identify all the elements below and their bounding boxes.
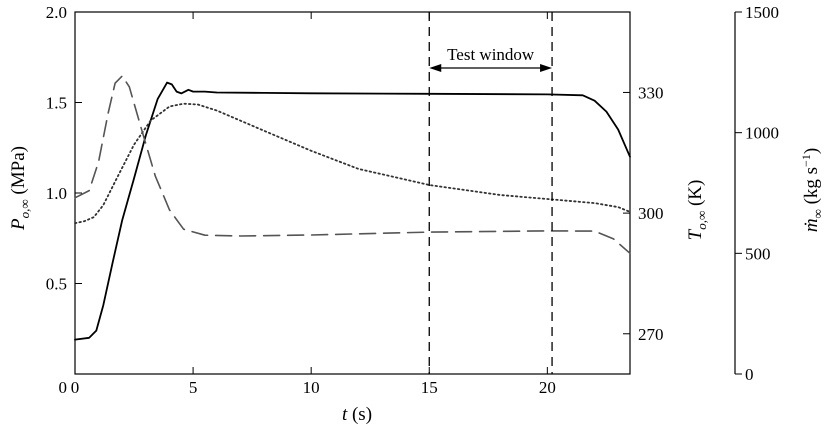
series-dotted-line (74, 102, 631, 225)
test-window-arrowhead-right (540, 64, 553, 72)
middle-axis-label: To,∞ (K) (685, 180, 709, 241)
x-axis-label: t (s) (342, 404, 372, 425)
test-window-annotation: Test window (428, 12, 553, 374)
right-y-tick-label: 1000 (745, 124, 779, 143)
origin-tick-label: 0 (59, 378, 68, 397)
left-y-tick-label: 1.5 (46, 94, 67, 113)
tick-labels: 0 5 10 15 20 0.5 1.0 1.5 2.0 0 270 300 330 0 500 1000 15… (46, 3, 779, 397)
middle-y-tick-label: 300 (638, 204, 664, 223)
x-tick-label: 0 (71, 378, 80, 397)
left-axis-label: Po,∞ (MPa) (8, 146, 32, 231)
series-lines (74, 75, 631, 341)
right-y-tick-label: 500 (745, 244, 771, 263)
test-window-label: Test window (447, 45, 535, 64)
x-tick-label: 5 (189, 378, 198, 397)
left-y-tick-label: 2.0 (46, 3, 67, 22)
x-tick-label: 10 (303, 378, 320, 397)
series-dashed-line (74, 75, 631, 255)
x-tick-label: 15 (421, 378, 438, 397)
left-y-tick-label: 1.0 (46, 184, 67, 203)
middle-y-tick-label: 330 (638, 83, 664, 102)
middle-y-tick-label: 270 (638, 325, 664, 344)
right-axis-label: ṁ∞ (kg s−1) (799, 148, 825, 232)
test-window-arrowhead-left (429, 64, 442, 72)
tick-marks (74, 11, 742, 375)
right-y-tick-label: 1500 (745, 3, 779, 22)
right-y-tick-label: 0 (745, 365, 754, 384)
series-solid-line (74, 81, 631, 341)
plot-frame (74, 11, 736, 375)
left-y-tick-label: 0.5 (46, 275, 67, 294)
x-tick-label: 20 (539, 378, 556, 397)
